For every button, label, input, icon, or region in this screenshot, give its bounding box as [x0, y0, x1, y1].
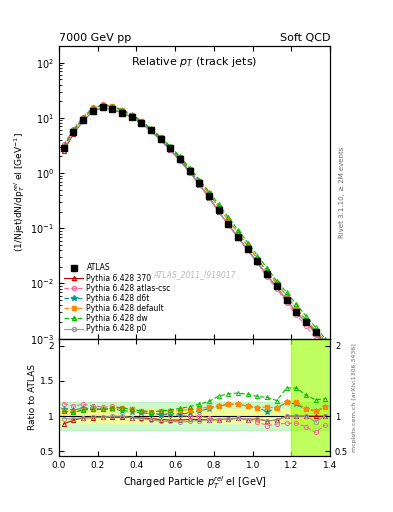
Legend: ATLAS, Pythia 6.428 370, Pythia 6.428 atlas-csc, Pythia 6.428 d6t, Pythia 6.428 : ATLAS, Pythia 6.428 370, Pythia 6.428 at… — [63, 262, 173, 335]
Y-axis label: Ratio to ATLAS: Ratio to ATLAS — [28, 364, 37, 430]
Text: Soft QCD: Soft QCD — [280, 33, 330, 44]
Text: ATLAS_2011_I919017: ATLAS_2011_I919017 — [153, 270, 236, 279]
Y-axis label: (1/Njet)dN/dp$^{rel}_T$ el [GeV$^{-1}$]: (1/Njet)dN/dp$^{rel}_T$ el [GeV$^{-1}$] — [13, 133, 28, 252]
Bar — [291, 338, 330, 456]
Text: Relative $p_T$ (track jets): Relative $p_T$ (track jets) — [131, 55, 258, 69]
X-axis label: Charged Particle $p^{rel}_T$ el [GeV]: Charged Particle $p^{rel}_T$ el [GeV] — [123, 474, 266, 490]
Y-axis label: mcplots.cern.ch [arXiv:1306.3436]: mcplots.cern.ch [arXiv:1306.3436] — [352, 343, 357, 452]
Y-axis label: Rivet 3.1.10, ≥ 2M events: Rivet 3.1.10, ≥ 2M events — [339, 146, 345, 238]
Text: 7000 GeV pp: 7000 GeV pp — [59, 33, 131, 44]
Bar — [59, 402, 330, 430]
Bar — [59, 409, 330, 423]
Bar — [291, 338, 330, 456]
